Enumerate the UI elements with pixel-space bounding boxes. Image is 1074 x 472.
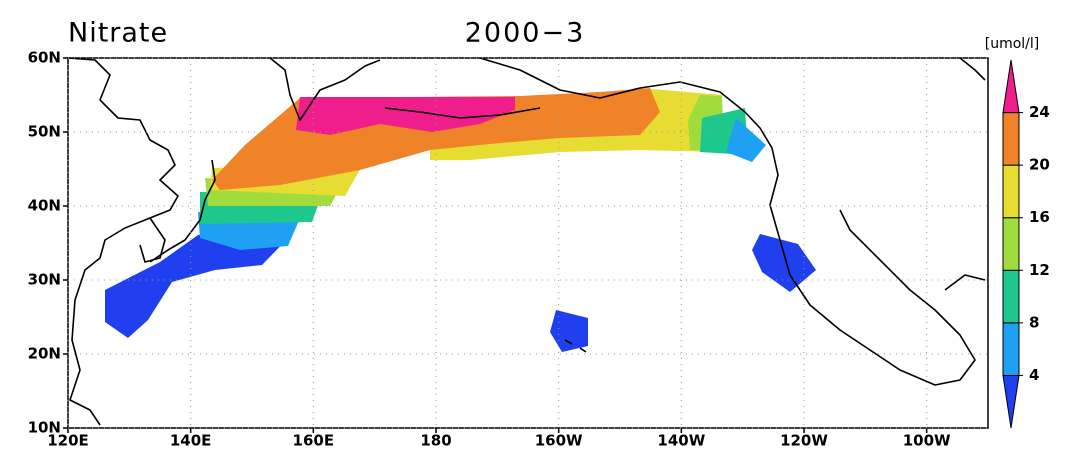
colorbar-box bbox=[1002, 164, 1020, 219]
coast-gulf bbox=[944, 57, 986, 291]
field-blue-hawaii bbox=[550, 310, 588, 352]
y-tick-label: 30N bbox=[28, 271, 61, 289]
colorbar-tick-label: 20 bbox=[1029, 156, 1050, 174]
colorbar-tick-label: 12 bbox=[1029, 261, 1050, 279]
coast-korea bbox=[139, 217, 166, 263]
map-frame bbox=[67, 57, 989, 429]
coast-asia bbox=[67, 57, 179, 426]
colorbar-high bbox=[1002, 59, 1020, 114]
x-tick-label: 160E bbox=[293, 432, 335, 450]
nitrate-field bbox=[105, 88, 816, 352]
y-tick-label: 10N bbox=[28, 419, 61, 437]
coast-aleutians bbox=[384, 107, 541, 119]
y-tick-label: 40N bbox=[28, 197, 61, 215]
x-tick-label: 120W bbox=[780, 432, 828, 450]
x-tick-label: 100W bbox=[903, 432, 951, 450]
field-blue-california bbox=[752, 234, 816, 292]
coastlines bbox=[67, 57, 986, 426]
y-tick-label: 20N bbox=[28, 345, 61, 363]
coast-alaska bbox=[479, 57, 976, 386]
colorbar-tick-label: 4 bbox=[1029, 366, 1039, 384]
colorbar-box bbox=[1002, 322, 1020, 376]
y-tick-label: 60N bbox=[28, 49, 61, 67]
field-magenta bbox=[296, 97, 515, 135]
x-tick-label: 160W bbox=[535, 432, 583, 450]
colorbar-box bbox=[1002, 217, 1020, 271]
colorbar-low bbox=[1002, 374, 1020, 429]
colorbar-tick-label: 16 bbox=[1029, 208, 1050, 226]
coast-japan bbox=[149, 159, 216, 263]
colorbar-box bbox=[1002, 269, 1020, 324]
colorbar-label: [umol/l] bbox=[985, 36, 1040, 52]
subtitle: 2000−3 bbox=[465, 18, 586, 49]
x-tick-label: 140E bbox=[170, 432, 212, 450]
field-lightblue-east bbox=[726, 118, 766, 162]
coast-kamchatka bbox=[269, 57, 381, 121]
x-tick-label: 180 bbox=[420, 432, 451, 450]
coast-hawaii bbox=[564, 339, 587, 353]
y-tick-label: 50N bbox=[28, 123, 61, 141]
title: Nitrate bbox=[68, 18, 168, 49]
x-tick-label: 140W bbox=[657, 432, 705, 450]
colorbar-tick-label: 8 bbox=[1029, 313, 1039, 331]
field-blue bbox=[105, 228, 292, 338]
x-tick-label: 120E bbox=[47, 432, 89, 450]
colorbar-tick-label: 24 bbox=[1029, 103, 1050, 121]
colorbar-box bbox=[1002, 112, 1020, 166]
